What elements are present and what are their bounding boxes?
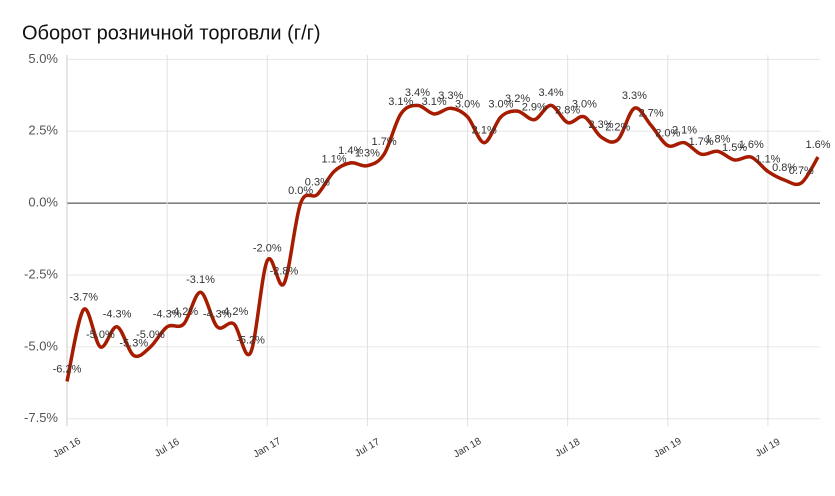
x-tick-label: Jan 16: [51, 436, 83, 461]
data-label: 3.4%: [538, 87, 563, 99]
chart-title: Оборот розничной торговли (г/г): [22, 22, 321, 44]
data-label: 1.6%: [805, 139, 830, 151]
x-tick-label: Jul 19: [754, 436, 783, 459]
data-label: 2.2%: [605, 122, 630, 134]
data-label: 1.4%: [338, 145, 363, 157]
data-label: -3.7%: [69, 291, 98, 303]
data-label: 1.3%: [355, 148, 380, 160]
data-label: -4.3%: [153, 309, 182, 321]
x-tick-label: Jul 17: [353, 436, 382, 459]
data-label: 0.3%: [305, 176, 330, 188]
data-label: 1.8%: [705, 133, 730, 145]
data-label: 1.1%: [321, 153, 346, 165]
data-label: 3.1%: [422, 96, 447, 108]
data-label: 2.0%: [655, 127, 680, 139]
data-label: 3.2%: [505, 93, 530, 105]
x-tick-label: Jul 18: [553, 436, 582, 459]
data-label: 2.7%: [639, 107, 664, 119]
x-tick-label: Jan 19: [652, 436, 684, 461]
x-tick-label: Jan 17: [252, 436, 284, 461]
data-label: 2.3%: [589, 119, 614, 131]
y-tick-label: -7.5%: [24, 410, 58, 425]
data-label: 0.0%: [288, 185, 313, 197]
data-label: -4.3%: [203, 309, 232, 321]
data-label: 3.3%: [438, 90, 463, 102]
x-tick-label: Jan 18: [452, 436, 484, 461]
data-label: -4.3%: [103, 309, 132, 321]
data-label: 3.0%: [572, 99, 597, 111]
data-label: 1.7%: [689, 136, 714, 148]
y-tick-label: -5.0%: [24, 338, 58, 353]
data-label: 1.1%: [755, 153, 780, 165]
data-label: 3.0%: [488, 99, 513, 111]
y-tick-label: 5.0%: [28, 51, 58, 66]
data-label: -5.3%: [119, 337, 148, 349]
data-label: -2.8%: [270, 266, 299, 278]
data-label: -5.0%: [86, 329, 115, 341]
data-label: 1.6%: [739, 139, 764, 151]
series-line: [65, 103, 820, 382]
data-label: 2.1%: [672, 125, 697, 137]
data-label: -3.1%: [186, 274, 215, 286]
data-label: -6.2%: [53, 363, 82, 375]
data-label: 0.8%: [772, 162, 797, 174]
x-tick-label: Jul 16: [153, 436, 182, 459]
y-tick-label: 2.5%: [28, 123, 58, 138]
data-label: 0.7%: [789, 165, 814, 177]
y-tick-label: 0.0%: [28, 195, 58, 210]
data-label: 3.3%: [622, 90, 647, 102]
data-label: 2.1%: [472, 125, 497, 137]
y-tick-label: -2.5%: [24, 266, 58, 281]
data-label: 1.5%: [722, 142, 747, 154]
data-label: -5.0%: [136, 329, 165, 341]
data-label: 3.4%: [405, 87, 430, 99]
data-label: 3.0%: [455, 99, 480, 111]
data-label: 1.7%: [372, 136, 397, 148]
data-label: -2.0%: [253, 243, 282, 255]
data-label: -4.2%: [220, 306, 249, 318]
data-label: 2.8%: [555, 104, 580, 116]
data-label: 3.1%: [388, 96, 413, 108]
data-label: 2.9%: [522, 102, 547, 114]
data-label: -5.2%: [236, 335, 265, 347]
data-label: -4.2%: [169, 306, 198, 318]
